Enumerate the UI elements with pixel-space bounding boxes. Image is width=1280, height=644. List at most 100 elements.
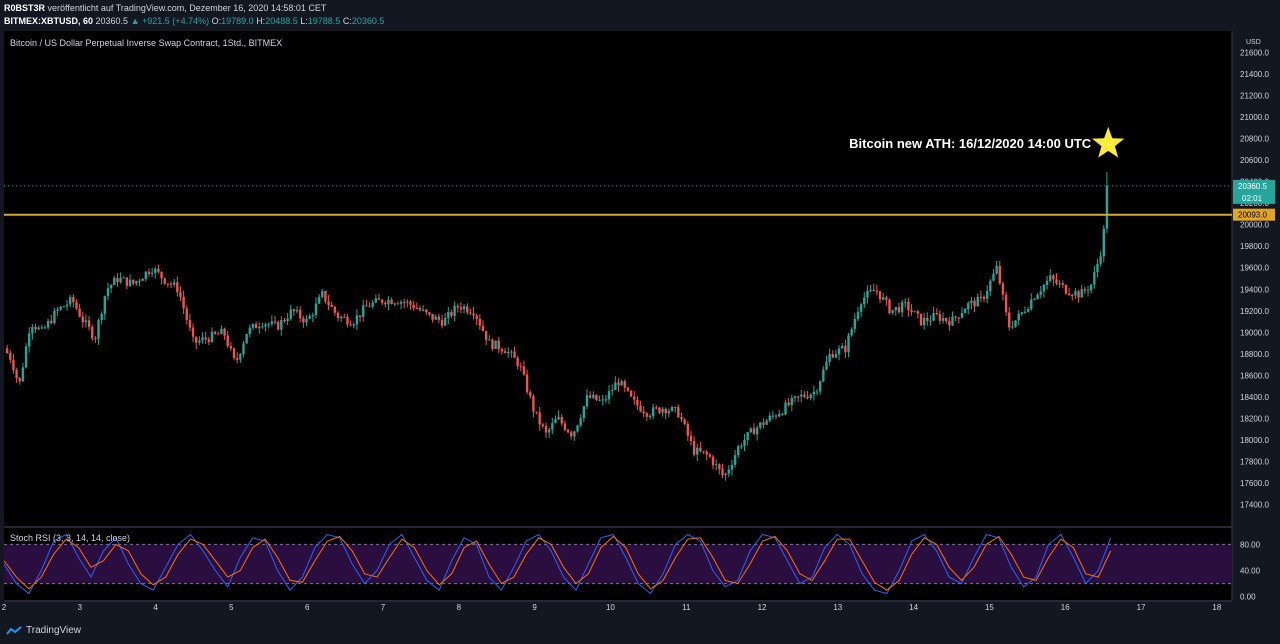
candle-body — [897, 307, 901, 313]
candle-body — [790, 397, 794, 406]
horizontal-level-label-bg — [1233, 208, 1275, 221]
candle-body — [428, 312, 431, 314]
candle-body — [53, 310, 56, 324]
price-chart[interactable]: 17400.0 17600.0 17800.0 18000.0 18200.0 18400… — [0, 0, 1280, 620]
indicator-title: Stoch RSI (3, 3, 14, 14, close) — [10, 533, 130, 543]
candle-body — [317, 296, 321, 304]
candle-body — [582, 406, 586, 419]
candle-body — [248, 327, 251, 334]
candle-body — [932, 313, 935, 321]
candle-body — [311, 315, 315, 317]
candle-body — [686, 423, 690, 436]
candle-body — [506, 351, 510, 354]
candle-body — [844, 345, 847, 353]
x-tick-label: 14 — [909, 603, 918, 612]
candle-body — [888, 299, 891, 313]
y-tick-label: 19000.0 — [1240, 328, 1269, 337]
x-tick-label: 8 — [457, 603, 462, 612]
candle-body — [1096, 263, 1099, 273]
candle-body — [992, 273, 995, 281]
candle-body — [223, 328, 226, 336]
candle-body — [440, 319, 444, 326]
candle-body — [163, 278, 166, 284]
open-value: 19789.0 — [221, 16, 254, 26]
candle-body — [623, 381, 626, 388]
tradingview-logo[interactable]: TradingView — [6, 625, 81, 636]
candle-body — [982, 296, 986, 299]
x-tick-label: 5 — [229, 603, 234, 612]
y-tick-label: 17400.0 — [1240, 500, 1269, 509]
candle-body — [859, 304, 863, 312]
candle-body — [755, 427, 759, 435]
candle-body — [730, 464, 734, 470]
candle-body — [179, 292, 182, 297]
candle-body — [532, 396, 535, 412]
candle-body — [406, 301, 409, 303]
candle-body — [614, 382, 617, 390]
candle-body — [286, 318, 289, 322]
candle-body — [1099, 256, 1102, 264]
candle-body — [746, 432, 749, 440]
candle-body — [43, 327, 47, 329]
candle-body — [863, 297, 866, 305]
candle-body — [1042, 284, 1046, 292]
candle-body — [116, 277, 119, 283]
candle-body — [554, 419, 557, 424]
candle-body — [740, 446, 743, 448]
candle-body — [1049, 275, 1052, 281]
candle-body — [929, 320, 932, 322]
y-tick-label: 20600.0 — [1240, 156, 1269, 165]
candle-body — [84, 320, 88, 323]
x-tick-label: 10 — [606, 603, 615, 612]
candle-body — [793, 396, 797, 398]
candle-body — [885, 297, 888, 300]
candle-body — [270, 321, 274, 325]
candle-body — [818, 381, 822, 392]
candle-body — [302, 318, 305, 323]
candle-body — [1093, 272, 1096, 285]
candle-body — [1011, 326, 1014, 328]
candle-body — [409, 301, 412, 305]
horizontal-level-label: 20093.0 — [1238, 211, 1267, 220]
candle-body — [484, 330, 488, 341]
candle-body — [1074, 291, 1077, 296]
candle-body — [365, 305, 368, 307]
candle-body — [1004, 294, 1008, 313]
candle-body — [72, 297, 75, 303]
candle-body — [658, 407, 661, 413]
candle-body — [737, 446, 740, 456]
candle-body — [711, 456, 715, 466]
candle-body — [106, 288, 110, 297]
candle-body — [1064, 284, 1068, 294]
candle-body — [9, 353, 12, 360]
candle-body — [784, 402, 787, 414]
candle-body — [1014, 320, 1017, 327]
candle-body — [28, 333, 31, 347]
last-price: 20360.5 — [95, 16, 129, 26]
candle-body — [305, 318, 308, 323]
candle-body — [5, 348, 9, 354]
candle-body — [765, 420, 768, 425]
candle-body — [579, 418, 582, 426]
candle-body — [743, 439, 746, 447]
candle-body — [198, 340, 201, 343]
author-name[interactable]: R0BST3R — [4, 3, 46, 13]
candle-body — [664, 408, 667, 414]
candle-body — [1001, 283, 1005, 295]
candle-body — [677, 407, 680, 418]
candle-body — [450, 312, 453, 316]
candle-body — [529, 392, 532, 397]
candle-body — [853, 319, 857, 329]
candle-body — [525, 374, 529, 393]
low-label: L: — [300, 16, 308, 26]
x-tick-label: 17 — [1137, 603, 1146, 612]
candle-body — [683, 419, 686, 424]
candle-body — [1055, 279, 1058, 284]
candle-body — [232, 348, 236, 359]
x-tick-label: 9 — [532, 603, 537, 612]
candle-body — [462, 306, 466, 310]
candle-body — [182, 296, 185, 309]
x-tick-label: 2 — [2, 603, 7, 612]
candle-body — [267, 324, 270, 326]
symbol-label[interactable]: BITMEX:XBTUSD, 60 — [4, 16, 94, 26]
